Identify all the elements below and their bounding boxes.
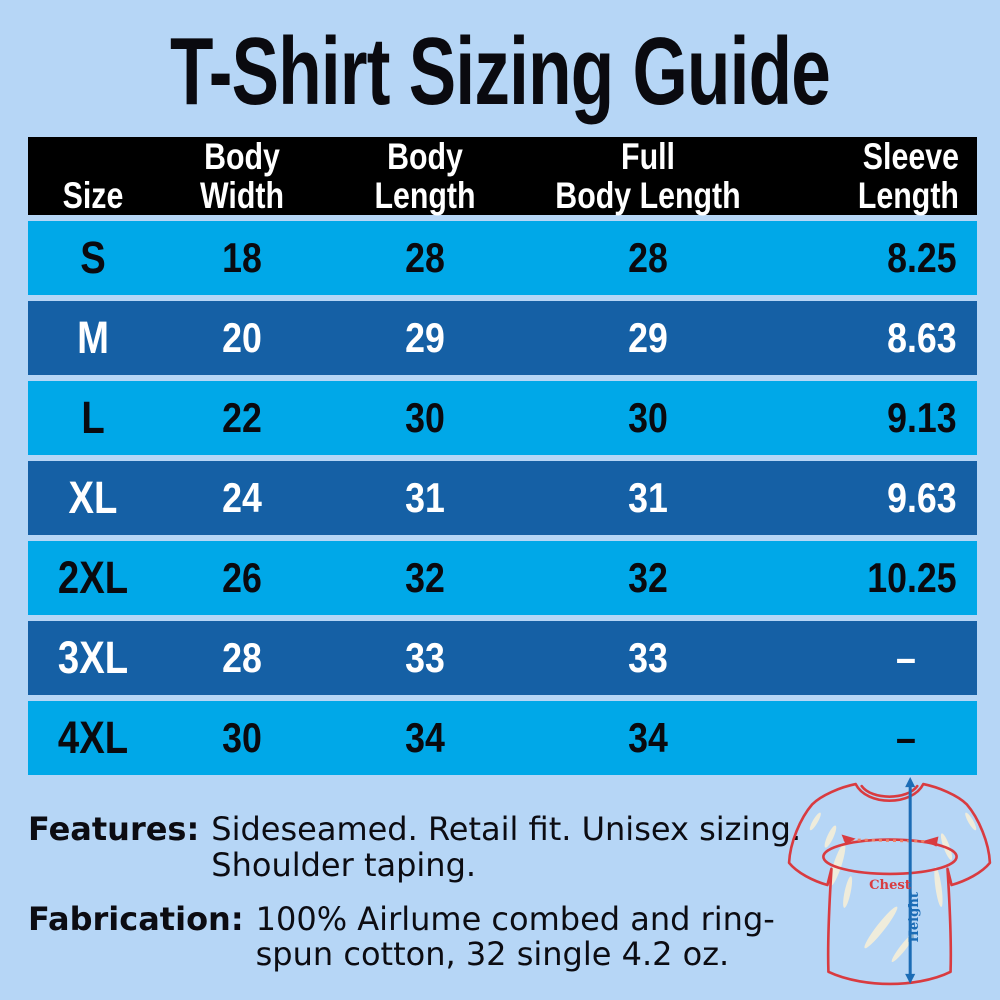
sizing-table: Size Body Width Body Length Full Body Le…: [28, 137, 977, 781]
features-label: Features:: [28, 810, 200, 848]
size-cell: XL: [68, 472, 118, 523]
full-body-length-cell: 29: [628, 314, 668, 361]
body-length-cell: 34: [405, 714, 445, 761]
full-body-length-cell: 30: [628, 394, 668, 441]
table-row-xl: XL 24 31 31 9.63: [28, 461, 977, 535]
body-length-cell: 30: [405, 394, 445, 441]
table-row-4xl: 4XL 30 34 34 –: [28, 701, 977, 775]
chest-label: Chest: [869, 878, 911, 893]
full-body-length-cell: 34: [628, 714, 668, 761]
header-cell-body-width: Body Width: [200, 136, 284, 217]
sleeve-length-cell: 8.63: [887, 314, 957, 361]
size-cell: L: [81, 392, 105, 443]
body-length-cell: 33: [405, 634, 445, 681]
body-width-cell: 22: [222, 394, 262, 441]
table-header-row: Size Body Width Body Length Full Body Le…: [28, 137, 977, 215]
table-row-s: S 18 28 28 8.25: [28, 221, 977, 295]
header-cell-sleeve-length: Sleeve Length: [857, 136, 959, 217]
table-row-l: L 22 30 30 9.13: [28, 381, 977, 455]
body-width-cell: 26: [222, 554, 262, 601]
chest-dotted-line: [843, 838, 937, 843]
body-width-cell: 24: [222, 474, 262, 521]
tshirt-outline: [787, 782, 992, 986]
tshirt-measurement-diagram: Chest Height: [785, 776, 997, 992]
sleeve-length-cell: 10.25: [867, 554, 957, 601]
sleeve-length-cell: 9.63: [887, 474, 957, 521]
fabrication-line-2: spun cotton, 32 single 4.2 oz.: [255, 935, 730, 974]
body-length-cell: 29: [405, 314, 445, 361]
fabrication-label: Fabrication:: [28, 899, 244, 938]
body-width-cell: 20: [222, 314, 262, 361]
chest-ellipse: [822, 838, 958, 876]
header-cell-full-body-length: Full Body Length: [555, 136, 741, 217]
full-body-length-cell: 32: [628, 554, 668, 601]
header-cell-body-length: Body Length: [374, 136, 476, 217]
full-body-length-cell: 28: [628, 234, 668, 281]
table-row-m: M 20 29 29 8.63: [28, 301, 977, 375]
body-width-cell: 18: [222, 234, 262, 281]
body-width-cell: 28: [222, 634, 262, 681]
product-notes: Features: Sideseamed. Retail fit. Unisex…: [28, 810, 803, 991]
size-cell: S: [80, 232, 106, 283]
table-row-2xl: 2XL 26 32 32 10.25: [28, 541, 977, 615]
body-length-cell: 32: [405, 554, 445, 601]
header-cell-size: Size: [62, 175, 124, 217]
features-line-1: Sideseamed. Retail fit. Unisex sizing.: [211, 810, 802, 848]
full-body-length-cell: 31: [628, 474, 668, 521]
body-width-cell: 30: [222, 714, 262, 761]
chest-arrow-left: [841, 834, 856, 845]
body-length-cell: 28: [405, 234, 445, 281]
height-arrow: [905, 777, 916, 984]
features-note: Features: Sideseamed. Retail fit. Unisex…: [28, 810, 803, 884]
height-label: Height: [907, 892, 922, 942]
table-row-3xl: 3XL 28 33 33 –: [28, 621, 977, 695]
fabrication-line-1: 100% Airlume combed and ring-: [255, 899, 775, 938]
tshirt-diagram-icon: Chest Height: [787, 777, 992, 986]
body-length-cell: 31: [405, 474, 445, 521]
features-line-2: Shoulder taping.: [211, 845, 477, 884]
full-body-length-cell: 33: [628, 634, 668, 681]
size-cell: 4XL: [57, 712, 129, 763]
fabrication-note: Fabrication: 100% Airlume combed and rin…: [28, 899, 803, 974]
collar-inner-line: [860, 784, 919, 798]
size-cell: 2XL: [57, 552, 129, 603]
sleeve-length-cell: –: [895, 634, 916, 681]
size-cell: 3XL: [57, 632, 129, 683]
chest-arrow-right: [924, 836, 939, 847]
sleeve-length-cell: 8.25: [887, 234, 957, 281]
sleeve-length-cell: –: [895, 714, 916, 761]
page-title: T-Shirt Sizing Guide: [169, 18, 831, 125]
sleeve-length-cell: 9.13: [887, 394, 957, 441]
size-cell: M: [77, 312, 109, 363]
